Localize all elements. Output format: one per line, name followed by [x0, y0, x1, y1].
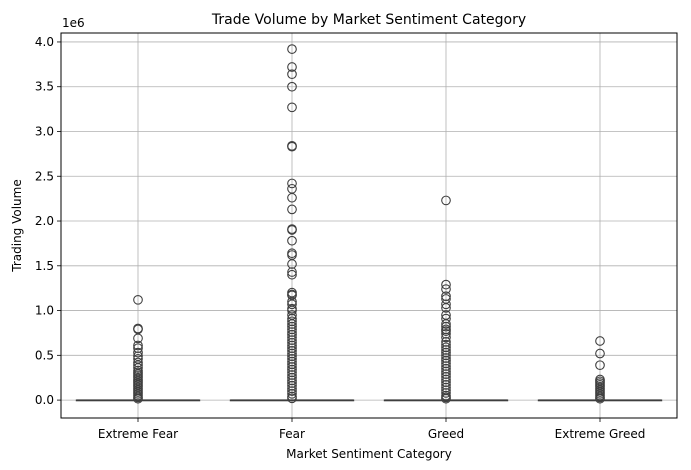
- outlier-point: [287, 204, 297, 215]
- y-axis-offset-label: 1e6: [62, 16, 85, 30]
- y-tick-label: 0.5: [35, 348, 54, 362]
- outlier-point: [133, 294, 143, 305]
- outlier-point: [133, 340, 143, 351]
- outlier-point: [441, 299, 451, 310]
- y-tick-label: 1.0: [35, 304, 54, 318]
- y-tick-label: 2.0: [35, 214, 54, 228]
- outlier-point: [441, 321, 451, 332]
- y-tick-label: 3.0: [35, 124, 54, 138]
- outlier-point: [441, 326, 451, 337]
- outlier-point: [441, 195, 451, 206]
- outlier-point: [595, 336, 605, 346]
- y-tick-label: 4.0: [35, 35, 54, 49]
- y-tick-label: 0.0: [35, 393, 54, 407]
- outlier-point: [441, 279, 451, 290]
- outlier-point: [287, 141, 297, 152]
- outlier-point: [287, 178, 297, 189]
- outlier-point: [287, 44, 297, 54]
- outlier-point: [441, 393, 451, 404]
- y-tick-label: 3.5: [35, 80, 54, 94]
- outlier-point: [287, 102, 297, 113]
- y-axis-label: Trading Volume: [10, 179, 24, 272]
- outlier-point: [287, 393, 297, 404]
- box-extreme-fear: [75, 294, 201, 404]
- y-tick-label: 2.5: [35, 169, 54, 183]
- outlier-point: [595, 393, 605, 404]
- x-tick-label: Greed: [428, 427, 464, 441]
- tick-layer: 0.0 0.5 1.0 1.5 2.0 2.5 3.0 3.5 4.0 Extreme Fear F…: [35, 35, 645, 441]
- outlier-point: [287, 235, 297, 246]
- outlier-point: [287, 69, 297, 80]
- outlier-point: [441, 332, 451, 343]
- outlier-point: [441, 284, 451, 294]
- x-tick-label: Fear: [279, 427, 305, 441]
- outlier-point: [287, 299, 297, 310]
- box-greed: [383, 195, 509, 404]
- x-tick-label: Extreme Greed: [555, 427, 646, 441]
- y-tick-label: 1.5: [35, 259, 54, 273]
- box-fear: [229, 44, 355, 404]
- outlier-point: [287, 388, 297, 399]
- box-extreme-greed: [537, 336, 663, 404]
- outlier-point: [287, 81, 297, 92]
- box-layer: [75, 44, 663, 404]
- outlier-point: [133, 393, 143, 404]
- outlier-point: [287, 192, 297, 203]
- plot-frame: [60, 32, 678, 419]
- outlier-point: [595, 348, 605, 359]
- chart-title: Trade Volume by Market Sentiment Categor…: [211, 12, 526, 28]
- outlier-point: [133, 347, 143, 358]
- outlier-point: [441, 303, 451, 313]
- outlier-point: [133, 333, 143, 344]
- outlier-point: [441, 319, 451, 329]
- outlier-point: [287, 267, 297, 277]
- x-axis-label: Market Sentiment Category: [286, 447, 452, 461]
- grid-layer: [61, 33, 677, 418]
- outlier-point: [441, 388, 451, 398]
- outlier-point: [287, 386, 297, 396]
- outlier-point: [287, 269, 297, 280]
- outlier-point: [287, 62, 297, 72]
- outlier-point: [595, 360, 605, 371]
- outlier-point: [287, 225, 297, 235]
- x-tick-label: Extreme Fear: [98, 427, 178, 441]
